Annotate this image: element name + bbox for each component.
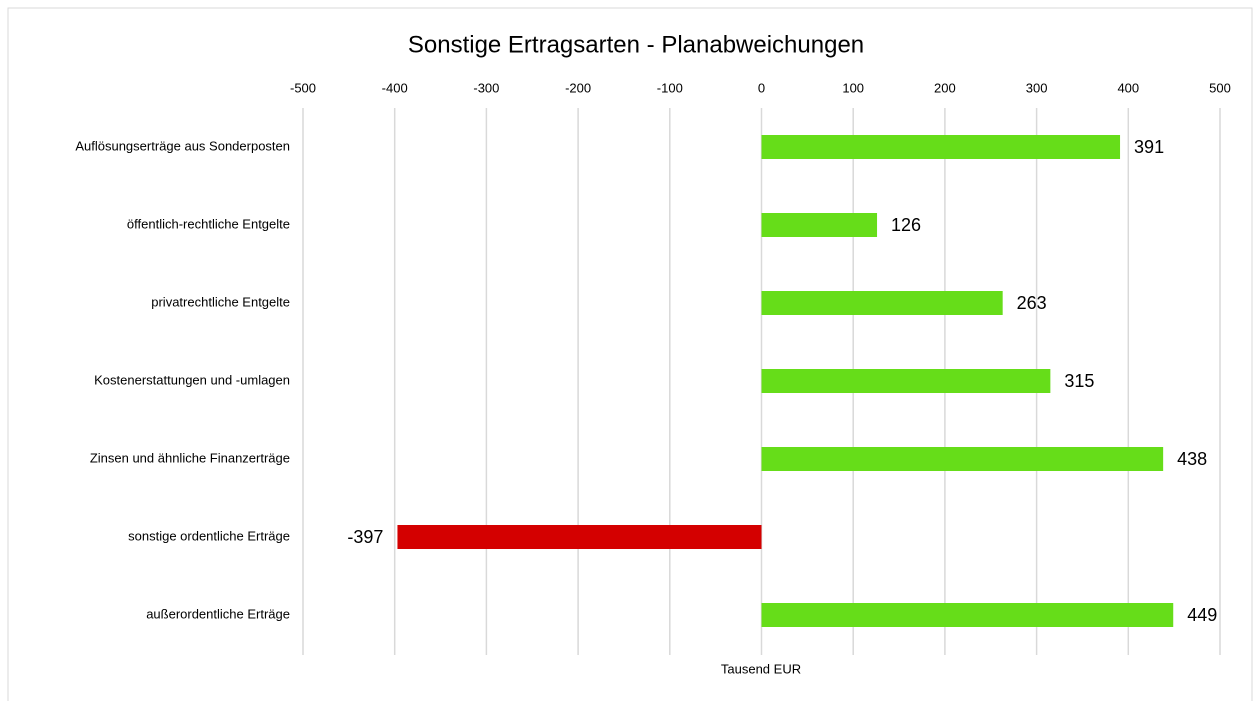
bar [761, 369, 1051, 393]
x-tick-label: -100 [657, 80, 683, 95]
bar [397, 525, 762, 549]
y-tick-label: sonstige ordentliche Erträge [128, 528, 290, 543]
data-label: 449 [1187, 605, 1217, 625]
x-tick-label: 100 [842, 80, 864, 95]
x-tick-label: 500 [1209, 80, 1231, 95]
chart-title: Sonstige Ertragsarten - Planabweichungen [408, 31, 864, 58]
data-label: 391 [1134, 137, 1164, 157]
x-tick-label: -400 [382, 80, 408, 95]
data-label: 126 [891, 215, 921, 235]
y-tick-label: außerordentliche Erträge [146, 606, 290, 621]
y-tick-label: Kostenerstattungen und -umlagen [94, 372, 290, 387]
y-tick-label: privatrechtliche Entgelte [151, 294, 290, 309]
y-tick-label: Zinsen und ähnliche Finanzerträge [90, 450, 290, 465]
x-tick-label: 200 [934, 80, 956, 95]
x-tick-label: -500 [290, 80, 316, 95]
bar [761, 213, 878, 237]
x-tick-label: 300 [1026, 80, 1048, 95]
x-tick-label: -300 [473, 80, 499, 95]
x-tick-label: 400 [1117, 80, 1139, 95]
data-label: -397 [347, 527, 383, 547]
x-tick-label: -200 [565, 80, 591, 95]
x-tick-label: 0 [758, 80, 765, 95]
bar [761, 603, 1174, 627]
bar [761, 291, 1003, 315]
y-tick-label: Auflösungserträge aus Sonderposten [75, 138, 290, 153]
chart-frame [7, 7, 1253, 701]
bar [761, 447, 1164, 471]
x-axis-label: Tausend EUR [721, 661, 801, 676]
bar [761, 135, 1121, 159]
data-label: 263 [1017, 293, 1047, 313]
data-label: 315 [1064, 371, 1094, 391]
y-tick-label: öffentlich-rechtliche Entgelte [127, 216, 290, 231]
data-label: 438 [1177, 449, 1207, 469]
